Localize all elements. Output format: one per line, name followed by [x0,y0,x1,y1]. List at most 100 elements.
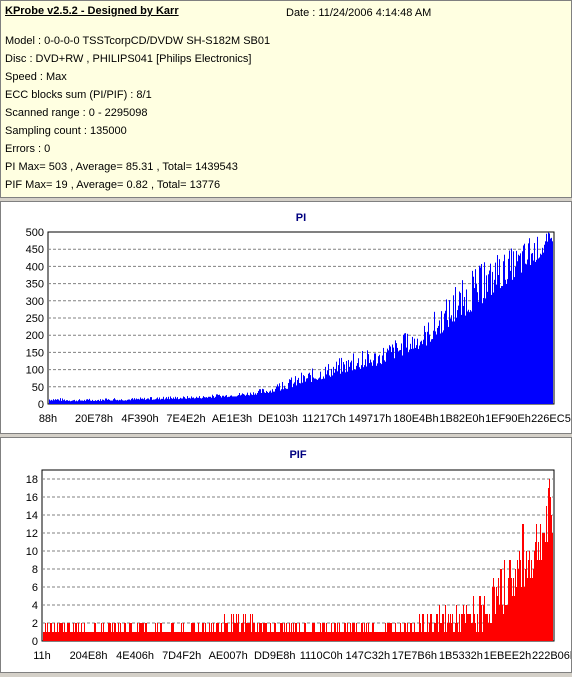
data-bar [79,399,80,404]
data-bar [524,587,525,641]
data-bar [406,632,407,641]
data-bar [382,632,383,641]
data-bar [244,394,245,404]
data-bar [535,542,536,641]
data-bar [431,614,432,641]
data-bar [281,389,282,404]
data-bar [68,623,69,641]
data-bar [90,400,91,404]
data-bar [363,367,364,404]
data-bar [131,398,132,404]
data-bar [208,396,209,404]
data-bar [429,334,430,404]
data-bar [350,362,351,404]
data-bar [358,632,359,641]
data-bar [525,569,526,641]
data-bar [347,623,348,641]
data-bar [391,623,392,641]
data-bar [551,515,552,641]
data-bar [461,614,462,641]
data-bar [78,623,79,641]
y-tick-label: 6 [32,582,38,594]
data-bar [240,395,241,404]
data-bar [281,623,282,641]
data-bar [495,614,496,641]
data-bar [277,384,278,404]
x-tick-label: 1110C0h [300,650,343,662]
data-bar [266,390,267,404]
data-bar [522,251,523,404]
data-bar [71,400,72,404]
data-bar [416,632,417,641]
data-bar [177,632,178,641]
data-bar [528,560,529,641]
data-bar [339,358,340,404]
data-bar [378,356,379,404]
data-bar [551,237,552,404]
data-bar [113,632,114,641]
data-bar [322,378,323,404]
data-bar [418,632,419,641]
data-bar [359,367,360,404]
data-bar [467,614,468,641]
data-bar [193,623,194,641]
data-bar [185,398,186,404]
x-tick-label: 11h [33,650,51,662]
data-bar [236,614,237,641]
x-tick-label: 7E4E2h [166,413,205,425]
data-bar [90,632,91,641]
data-bar [475,623,476,641]
data-bar [216,394,217,404]
data-bar [499,259,500,404]
data-bar [139,623,140,641]
data-bar [118,623,119,641]
data-bar [504,254,505,404]
data-bar [421,340,422,404]
data-bar [381,632,382,641]
data-bar [536,259,537,404]
data-bar [498,275,499,404]
data-bar [395,623,396,641]
data-bar [482,303,483,404]
data-bar [110,400,111,404]
data-bar [66,632,67,641]
data-bar [222,632,223,641]
data-bar [156,398,157,404]
data-bar [284,623,285,641]
data-bar [365,359,366,404]
data-bar [488,274,489,404]
data-bar [235,623,236,641]
data-bar [529,551,530,641]
data-bar [465,623,466,641]
data-bar [72,400,73,404]
data-bar [514,596,515,641]
data-bar [173,623,174,641]
data-bar [44,632,45,641]
data-bar [170,396,171,404]
data-bar [384,360,385,404]
data-bar [409,632,410,641]
data-bar [373,360,374,404]
data-bar [213,396,214,404]
data-bar [538,542,539,641]
data-bar [376,632,377,641]
data-bar [378,632,379,641]
data-bar [392,632,393,641]
data-bar [114,623,115,641]
data-bar [492,587,493,641]
y-tick-label: 100 [26,365,44,377]
data-bar [108,399,109,404]
data-bar [331,623,332,641]
data-bar [276,386,277,404]
data-bar [391,352,392,404]
data-bar [497,255,498,404]
data-bar [367,632,368,641]
data-bar [181,398,182,404]
data-bar [150,397,151,404]
data-bar [348,632,349,641]
info-speed: Speed : Max [5,71,67,83]
data-bar [287,388,288,404]
data-bar [192,397,193,404]
data-bar [341,632,342,641]
data-bar [359,632,360,641]
